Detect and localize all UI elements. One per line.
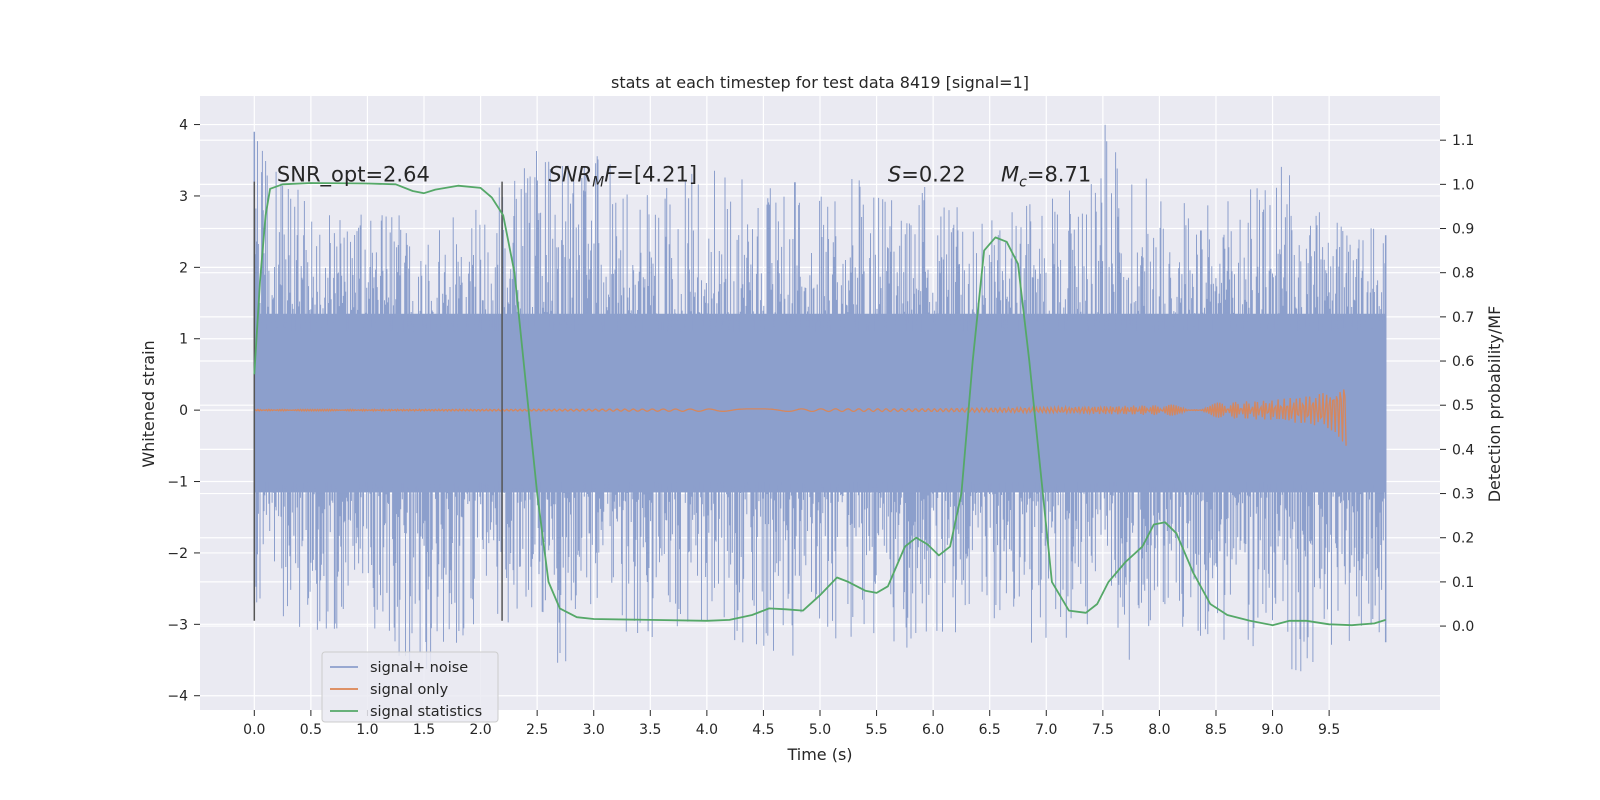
y-axis-label: Whitened strain xyxy=(139,340,158,467)
x-tick-label: 9.5 xyxy=(1318,722,1340,738)
annotation-snr_opt: SNR_opt=2.64 xyxy=(277,163,430,188)
y2-tick-label: 0.6 xyxy=(1452,354,1474,370)
x-tick-label: 0.0 xyxy=(243,722,265,738)
y2-axis-label: Detection probability/MF xyxy=(1485,306,1504,503)
chart-title: stats at each timestep for test data 841… xyxy=(611,73,1029,92)
x-tick-label: 7.0 xyxy=(1035,722,1057,738)
y-tick-label: 4 xyxy=(179,118,188,134)
x-tick-label: 2.5 xyxy=(526,722,548,738)
signal-only-line xyxy=(254,389,1347,446)
y2-tick-label: 0.8 xyxy=(1452,266,1474,282)
y-tick-label: −3 xyxy=(167,617,188,633)
y2-tick-label: 0.4 xyxy=(1452,442,1474,458)
x-tick-label: 8.0 xyxy=(1148,722,1170,738)
x-tick-label: 6.5 xyxy=(979,722,1001,738)
x-tick-label: 2.0 xyxy=(469,722,491,738)
y-tick-label: 2 xyxy=(179,260,188,276)
y2-tick-label: 1.0 xyxy=(1452,177,1474,193)
y2-tick-label: 1.1 xyxy=(1452,133,1474,149)
y2-tick-label: 0.2 xyxy=(1452,531,1474,547)
y-tick-label: −4 xyxy=(167,689,188,705)
x-tick-label: 1.5 xyxy=(413,722,435,738)
x-tick-label: 5.0 xyxy=(809,722,831,738)
x-tick-label: 0.5 xyxy=(300,722,322,738)
legend: signal+ noise signal only signal statistic… xyxy=(321,651,499,723)
x-tick-label: 4.5 xyxy=(752,722,774,738)
legend-box xyxy=(321,651,499,723)
x-tick-label: 9.0 xyxy=(1261,722,1283,738)
x-tick-label: 7.5 xyxy=(1092,722,1114,738)
annotation-snr_mf: SNRMF=[4.21] xyxy=(548,163,697,191)
x-tick-label: 4.0 xyxy=(696,722,718,738)
annotation-mc: Mc=8.71 xyxy=(1001,163,1091,191)
y2-tick-label: 0.7 xyxy=(1452,310,1474,326)
legend-label: signal+ noise xyxy=(370,660,468,676)
y-tick-label: 1 xyxy=(179,332,188,348)
y2-tick-label: 0.0 xyxy=(1452,619,1474,635)
statistics-line xyxy=(253,182,1386,627)
x-tick-label: 8.5 xyxy=(1205,722,1227,738)
signal-only-series xyxy=(254,389,1347,446)
y2-tick-label: 0.3 xyxy=(1452,487,1474,503)
axis-ticks: 0.0 0.5 1.0 1.5 2.0 2.5 3.0 3.5 4.0 4.5 5.0 5.5 6.0 6… xyxy=(167,118,1474,738)
y-tick-label: 3 xyxy=(179,189,188,205)
annotation-s: S=0.22 xyxy=(888,163,966,187)
signal-statistics-series xyxy=(253,182,1386,627)
y2-tick-label: 0.1 xyxy=(1452,575,1474,591)
x-tick-label: 5.5 xyxy=(865,722,887,738)
x-tick-label: 6.0 xyxy=(922,722,944,738)
y-tick-label: 0 xyxy=(179,403,188,419)
x-tick-label: 1.0 xyxy=(356,722,378,738)
y2-tick-label: 0.5 xyxy=(1452,398,1474,414)
y-tick-label: −2 xyxy=(167,546,188,562)
y-tick-label: −1 xyxy=(167,475,188,491)
vertical-markers xyxy=(253,181,503,621)
x-tick-label: 3.5 xyxy=(639,722,661,738)
annotations: SNR_opt=2.64 SNRMF=[4.21] S=0.22 Mc=8.71 xyxy=(277,163,1091,191)
legend-label: signal statistics xyxy=(370,704,482,720)
x-axis-label: Time (s) xyxy=(786,745,852,764)
x-tick-label: 3.0 xyxy=(583,722,605,738)
legend-label: signal only xyxy=(370,682,449,698)
y2-tick-label: 0.9 xyxy=(1452,222,1474,238)
